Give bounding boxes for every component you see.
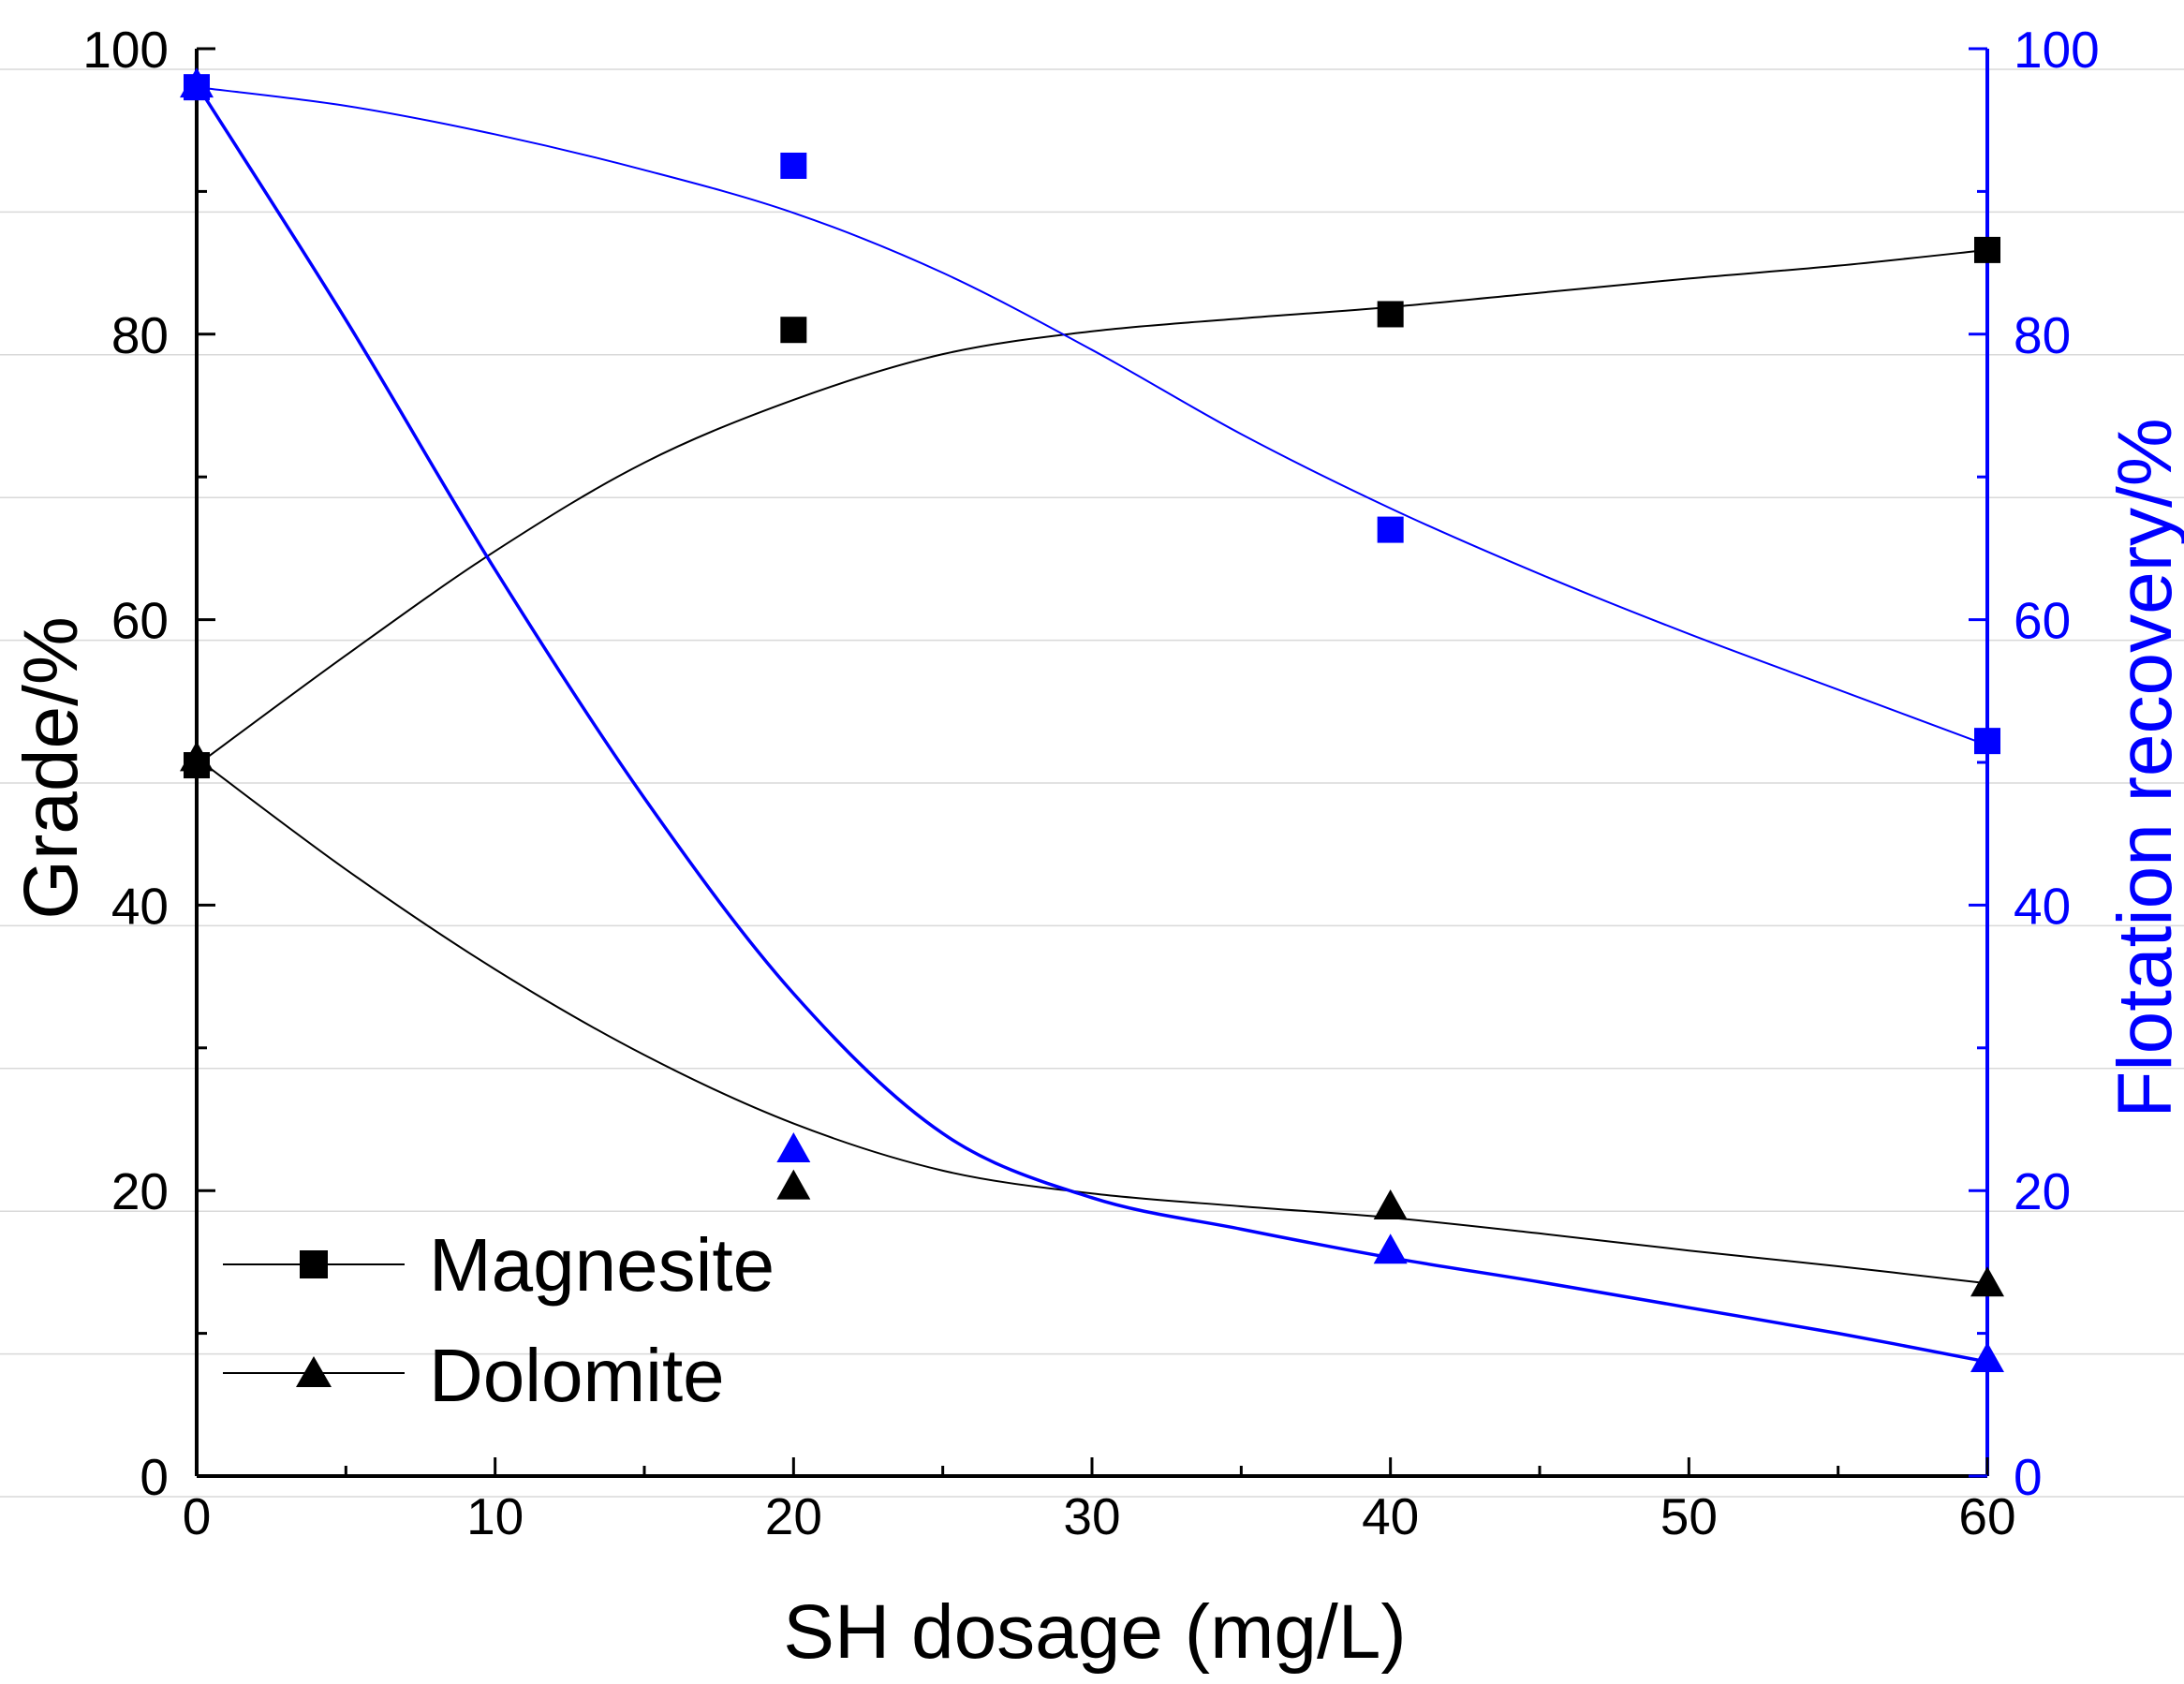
point-magnesite-recovery [780,152,807,179]
point-dolomite-grade [1970,1266,2004,1297]
y-left-tick-label: 0 [140,1448,169,1506]
x-tick-label: 20 [765,1487,822,1545]
y-left-tick-label: 60 [111,592,169,650]
point-dolomite-grade [180,741,214,772]
x-axis-title: SH dosage (mg/L) [783,1589,1406,1675]
y-left-tick-label: 100 [82,21,169,79]
y-left-tick-label: 80 [111,306,169,364]
point-dolomite-recovery [180,67,214,98]
y-right-tick-label: 80 [2014,306,2071,364]
legend: Magnesite Dolomite [223,1223,775,1417]
x-tick-label: 60 [1958,1487,2015,1545]
legend-triangle-marker [296,1356,332,1387]
fit-curve-magnesite-recovery [196,86,1988,746]
fit-curve-dolomite-recovery [195,83,1988,1364]
grid-lines [0,68,2184,1498]
point-magnesite-grade [780,317,807,344]
y-left-tick-label: 40 [111,877,169,935]
point-dolomite-recovery [1373,1233,1408,1264]
legend-label-dolomite: Dolomite [429,1334,725,1417]
y-right-tick-label: 40 [2014,877,2071,935]
y-right-tick-label: 60 [2014,592,2071,650]
point-dolomite-grade [776,1169,811,1200]
point-dolomite-grade [1373,1189,1408,1219]
x-tick-label: 40 [1362,1487,1419,1545]
y-right-tick-label: 20 [2014,1162,2071,1220]
y-right-axis-title: Flotation recovery/% [2103,418,2184,1117]
legend-label-magnesite: Magnesite [429,1223,775,1307]
y-right-tick-label: 0 [2014,1448,2043,1506]
point-magnesite-recovery [1377,516,1404,543]
fit-curves [195,83,1988,1364]
fit-curve-dolomite-grade [196,757,1988,1285]
y-right-tick-label: 100 [2014,21,2100,79]
x-tick-label: 50 [1660,1487,1718,1545]
y-left-axis-title: Grade/% [8,616,94,920]
fit-curve-magnesite-grade [196,248,1988,766]
legend-square-marker [300,1250,328,1278]
point-dolomite-recovery [776,1132,811,1163]
data-markers [180,67,2004,1373]
y-left-tick-label: 20 [111,1162,169,1220]
point-magnesite-recovery [1974,728,2000,755]
x-tick-label: 30 [1063,1487,1120,1545]
point-dolomite-recovery [1970,1342,2004,1373]
point-magnesite-grade [1974,236,2000,263]
x-tick-label: 10 [466,1487,524,1545]
point-magnesite-grade [1377,301,1404,328]
x-tick-label: 0 [183,1487,212,1545]
